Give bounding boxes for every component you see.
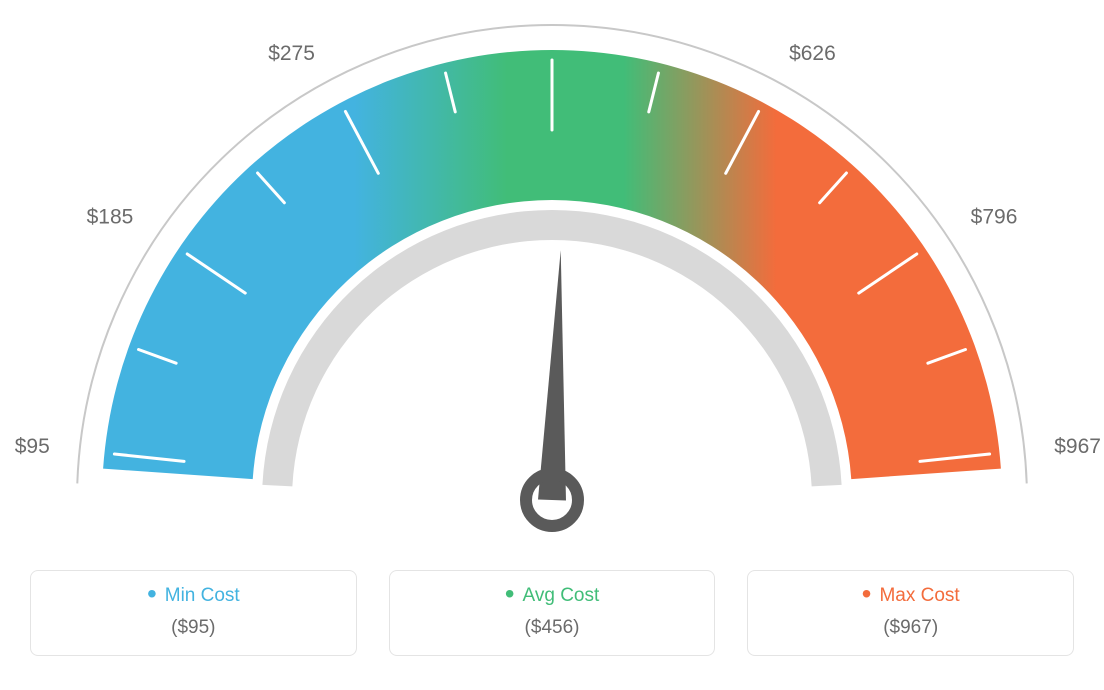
gauge-tick-label: $796	[971, 206, 1018, 229]
legend-row: Min Cost ($95) Avg Cost ($456) Max Cost …	[0, 570, 1104, 656]
gauge-area: $95$185$275$456$626$796$967	[0, 0, 1104, 560]
legend-title-max: Max Cost	[758, 585, 1063, 607]
gauge-svg: $95$185$275$456$626$796$967	[0, 0, 1104, 560]
legend-card-max: Max Cost ($967)	[747, 570, 1074, 656]
gauge-tick-label: $95	[15, 435, 50, 458]
legend-value-max: ($967)	[758, 617, 1063, 639]
legend-card-min: Min Cost ($95)	[30, 570, 357, 656]
legend-value-avg: ($456)	[400, 617, 705, 639]
legend-title-avg: Avg Cost	[400, 585, 705, 607]
gauge-needle	[538, 250, 566, 500]
chart-container: $95$185$275$456$626$796$967 Min Cost ($9…	[0, 0, 1104, 690]
gauge-tick-label: $626	[789, 42, 836, 65]
gauge-tick-label: $185	[87, 206, 134, 229]
legend-value-min: ($95)	[41, 617, 346, 639]
gauge-tick-label: $275	[268, 42, 315, 65]
legend-title-min: Min Cost	[41, 585, 346, 607]
gauge-tick-label: $967	[1054, 435, 1101, 458]
legend-card-avg: Avg Cost ($456)	[389, 570, 716, 656]
